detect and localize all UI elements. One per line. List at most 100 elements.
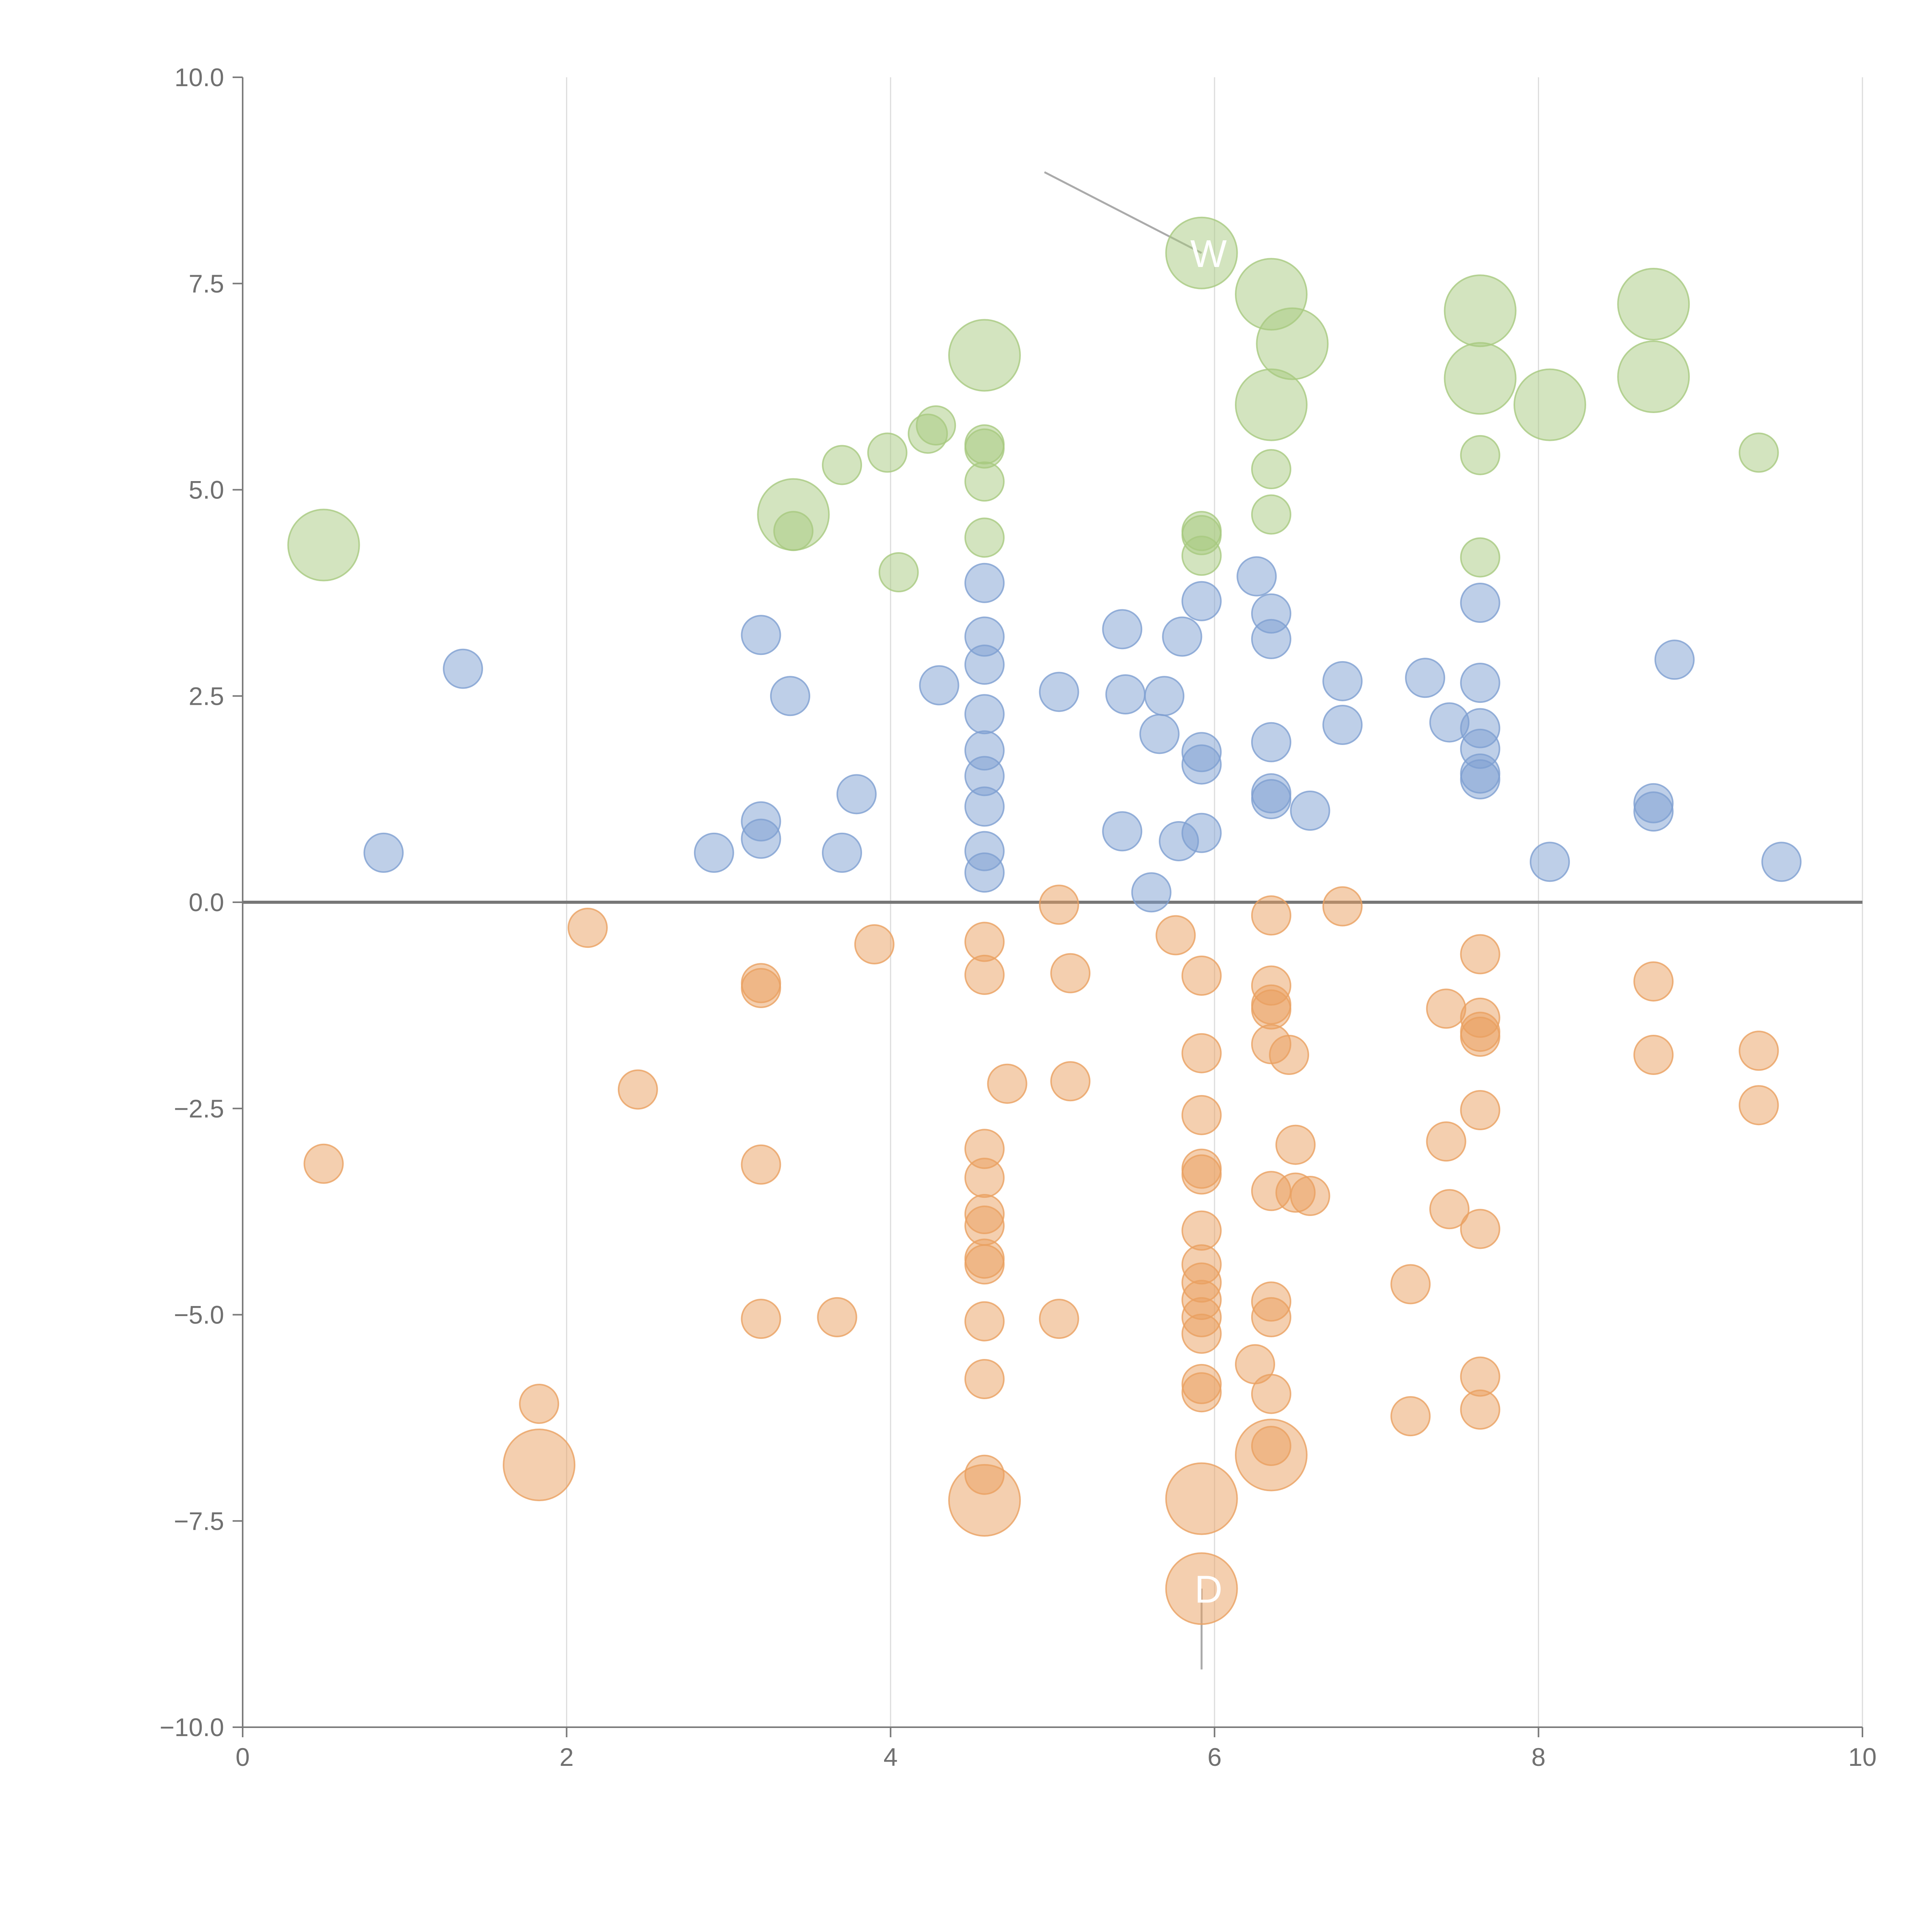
data-point-negative [1251, 1374, 1291, 1414]
data-point-positive [1513, 368, 1586, 441]
y-tick-label: −7.5 [174, 1507, 224, 1535]
data-point-mixed [964, 563, 1005, 603]
data-point-mixed [1251, 779, 1291, 820]
data-point-positive [1251, 449, 1291, 490]
data-point-positive [1165, 216, 1238, 289]
data-point-negative [1633, 961, 1674, 1002]
data-point-positive [822, 445, 862, 485]
data-point-positive [1460, 537, 1500, 578]
data-point-negative [1460, 1017, 1500, 1057]
data-point-negative [1039, 884, 1079, 925]
data-point-mixed [1251, 722, 1291, 762]
data-point-negative [1738, 1085, 1779, 1126]
data-point-mixed [1236, 556, 1277, 597]
data-point-mixed [1460, 663, 1500, 703]
annotation-label: W [1190, 232, 1227, 276]
data-point-positive [1444, 274, 1517, 347]
data-point-negative [741, 968, 781, 1009]
data-point-negative [1155, 915, 1196, 956]
data-point-positive [1460, 435, 1500, 475]
data-point-negative [964, 1359, 1005, 1400]
data-point-negative [1390, 1396, 1431, 1437]
data-point-mixed [1654, 639, 1695, 680]
data-point-negative [987, 1063, 1027, 1104]
data-point-positive [867, 432, 908, 473]
data-point-mixed [822, 832, 862, 873]
y-tick-label: −2.5 [174, 1094, 224, 1123]
data-point-mixed [1460, 759, 1500, 799]
annotation-label: D [1195, 1568, 1223, 1611]
data-point-negative [1251, 1297, 1291, 1337]
data-point-mixed [1251, 619, 1291, 659]
data-point-mixed [1290, 791, 1330, 831]
data-point-negative [1050, 1061, 1091, 1102]
data-point-negative [617, 1069, 658, 1110]
x-tick-label: 4 [883, 1743, 898, 1771]
data-point-negative [1181, 956, 1222, 996]
data-point-positive [1617, 340, 1690, 413]
data-point-negative [1181, 1372, 1222, 1413]
x-tick-label: 8 [1531, 1743, 1546, 1771]
data-point-mixed [1039, 672, 1079, 712]
data-point-negative [1251, 895, 1291, 936]
data-point-negative [1235, 1418, 1308, 1492]
data-point-negative [1165, 1462, 1238, 1535]
data-point-negative [303, 1143, 344, 1184]
data-point-negative [741, 1144, 781, 1185]
data-point-negative [1633, 1034, 1674, 1075]
y-tick-label: −10.0 [160, 1713, 224, 1742]
data-point-mixed [1144, 676, 1185, 716]
data-point-negative [964, 1301, 1005, 1342]
data-point-negative [1460, 1389, 1500, 1430]
data-point-negative [1426, 988, 1466, 1029]
data-point-negative [503, 1429, 576, 1502]
data-point-mixed [1529, 842, 1570, 882]
data-point-mixed [443, 648, 483, 689]
data-point-mixed [964, 645, 1005, 685]
data-point-mixed [836, 774, 877, 815]
data-point-mixed [1761, 842, 1802, 882]
data-point-negative [1181, 1095, 1222, 1135]
data-point-mixed [964, 786, 1005, 827]
data-point-positive [948, 319, 1021, 392]
x-tick-label: 6 [1208, 1743, 1222, 1771]
data-point-negative [1269, 1034, 1310, 1075]
data-point-negative [1165, 1552, 1238, 1625]
data-point-negative [1181, 1033, 1222, 1073]
y-tick-label: 10.0 [175, 63, 224, 92]
y-tick-label: 7.5 [189, 269, 224, 298]
data-point-mixed [741, 615, 781, 655]
data-point-positive [1617, 268, 1690, 341]
data-point-mixed [919, 665, 959, 706]
data-point-mixed [1102, 811, 1143, 852]
data-point-negative [741, 1299, 781, 1339]
data-point-negative [964, 1158, 1005, 1198]
data-point-mixed [1162, 616, 1202, 657]
data-point-positive [1181, 536, 1222, 576]
y-tick-label: −5.0 [174, 1301, 224, 1329]
data-point-negative [1050, 953, 1091, 993]
data-point-negative [1460, 934, 1500, 975]
data-point-negative [1460, 1209, 1500, 1249]
data-point-positive [1738, 432, 1779, 473]
y-tick-label: 2.5 [189, 682, 224, 710]
data-point-mixed [1102, 609, 1143, 650]
data-point-mixed [1405, 658, 1446, 698]
data-point-positive [964, 517, 1005, 558]
data-point-negative [948, 1464, 1021, 1537]
data-point-negative [1181, 1154, 1222, 1195]
data-point-negative [1039, 1299, 1079, 1339]
data-point-mixed [1181, 744, 1222, 785]
data-point-mixed [770, 676, 810, 716]
data-point-mixed [1181, 813, 1222, 853]
annotation-labels: WD [1190, 232, 1227, 1611]
data-point-negative [1460, 1090, 1500, 1131]
y-tick-label: 5.0 [189, 476, 224, 504]
data-point-negative [1290, 1176, 1330, 1216]
data-point-positive [964, 461, 1005, 502]
data-point-negative [1251, 989, 1291, 1030]
y-tick-label: 0.0 [189, 888, 224, 917]
data-point-negative [1275, 1124, 1316, 1165]
data-point-mixed [1460, 582, 1500, 623]
